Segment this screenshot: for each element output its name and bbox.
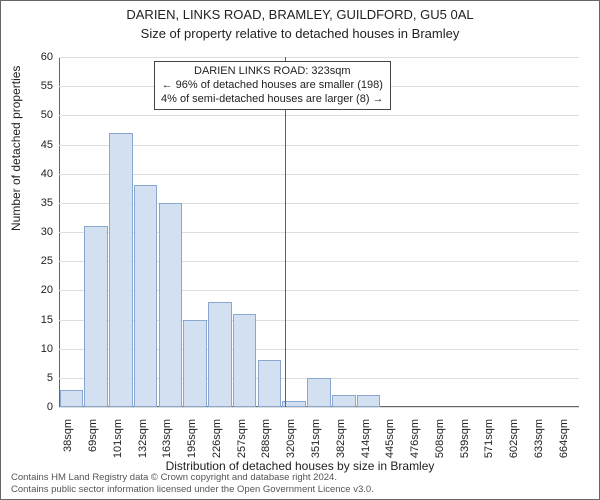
y-tick-label: 0 bbox=[23, 401, 53, 413]
chart-container: DARIEN, LINKS ROAD, BRAMLEY, GUILDFORD, … bbox=[0, 0, 600, 500]
chart-title-line1: DARIEN, LINKS ROAD, BRAMLEY, GUILDFORD, … bbox=[1, 7, 599, 24]
y-tick-label: 45 bbox=[23, 139, 53, 151]
histogram-bar bbox=[60, 390, 84, 408]
histogram-bar bbox=[109, 133, 133, 407]
histogram-bar bbox=[84, 226, 108, 407]
histogram-bar bbox=[233, 314, 257, 407]
y-tick-label: 30 bbox=[23, 226, 53, 238]
y-tick-label: 35 bbox=[23, 197, 53, 209]
y-tick-label: 55 bbox=[23, 80, 53, 92]
x-tick-label: 288sqm bbox=[260, 419, 272, 469]
histogram-bar bbox=[208, 302, 232, 407]
x-tick-label: 508sqm bbox=[434, 419, 446, 469]
x-tick-label: 602sqm bbox=[508, 419, 520, 469]
annotation-line3: 4% of semi-detached houses are larger (8… bbox=[161, 93, 384, 107]
histogram-bar bbox=[258, 360, 282, 407]
footer-line2: Contains public sector information licen… bbox=[11, 484, 374, 495]
histogram-bar bbox=[357, 395, 381, 407]
x-tick-label: 257sqm bbox=[236, 419, 248, 469]
gridline bbox=[59, 57, 579, 58]
histogram-bar bbox=[307, 378, 331, 407]
y-tick-label: 40 bbox=[23, 168, 53, 180]
footer-attribution: Contains HM Land Registry data © Crown c… bbox=[11, 472, 374, 495]
y-axis-title: Number of detached properties bbox=[9, 66, 23, 231]
gridline bbox=[59, 174, 579, 175]
x-tick-label: 226sqm bbox=[211, 419, 223, 469]
x-tick-label: 320sqm bbox=[285, 419, 297, 469]
histogram-bar bbox=[134, 185, 158, 407]
x-tick-label: 195sqm bbox=[186, 419, 198, 469]
y-tick-label: 5 bbox=[23, 372, 53, 384]
x-tick-label: 132sqm bbox=[137, 419, 149, 469]
x-tick-label: 633sqm bbox=[533, 419, 545, 469]
y-tick-label: 25 bbox=[23, 255, 53, 267]
histogram-bar bbox=[159, 203, 183, 407]
gridline bbox=[59, 407, 579, 408]
x-tick-label: 445sqm bbox=[384, 419, 396, 469]
annotation-box: DARIEN LINKS ROAD: 323sqm← 96% of detach… bbox=[154, 61, 391, 110]
x-tick-label: 351sqm bbox=[310, 419, 322, 469]
x-tick-label: 571sqm bbox=[483, 419, 495, 469]
annotation-line2: ← 96% of detached houses are smaller (19… bbox=[161, 79, 384, 93]
chart-title-line2: Size of property relative to detached ho… bbox=[1, 26, 599, 43]
y-tick-label: 20 bbox=[23, 284, 53, 296]
histogram-bar bbox=[332, 395, 356, 407]
y-tick-label: 15 bbox=[23, 314, 53, 326]
y-tick-label: 10 bbox=[23, 343, 53, 355]
y-tick-label: 60 bbox=[23, 51, 53, 63]
x-tick-label: 38sqm bbox=[62, 419, 74, 469]
x-tick-label: 101sqm bbox=[112, 419, 124, 469]
x-tick-label: 664sqm bbox=[558, 419, 570, 469]
x-tick-label: 539sqm bbox=[459, 419, 471, 469]
x-tick-label: 69sqm bbox=[87, 419, 99, 469]
footer-line1: Contains HM Land Registry data © Crown c… bbox=[11, 472, 374, 483]
x-tick-label: 382sqm bbox=[335, 419, 347, 469]
histogram-bar bbox=[183, 320, 207, 408]
gridline bbox=[59, 145, 579, 146]
annotation-line1: DARIEN LINKS ROAD: 323sqm bbox=[161, 65, 384, 79]
histogram-bar bbox=[282, 401, 306, 407]
x-tick-label: 414sqm bbox=[360, 419, 372, 469]
x-tick-label: 163sqm bbox=[161, 419, 173, 469]
gridline bbox=[59, 115, 579, 116]
x-tick-label: 476sqm bbox=[409, 419, 421, 469]
y-tick-label: 50 bbox=[23, 109, 53, 121]
